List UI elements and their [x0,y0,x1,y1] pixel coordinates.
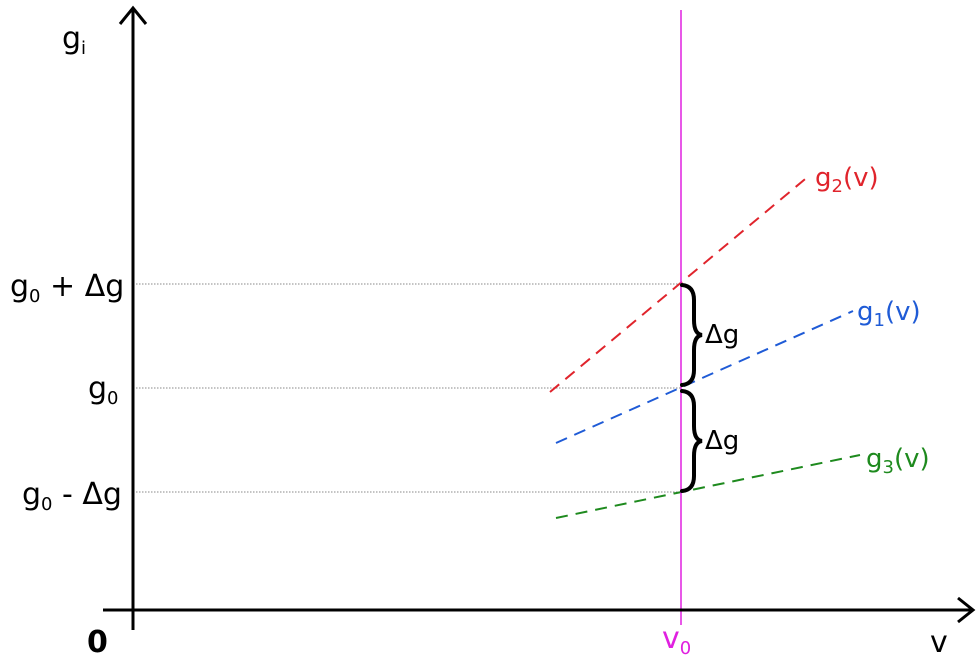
brace-upper-label: Δg [705,320,739,350]
x-axis-arrowhead [957,596,976,624]
y-tick-lower: g0 - Δg [22,477,122,515]
y-axis-label: gi [62,21,86,59]
brace-lower-label: Δg [705,426,739,456]
y-tick-middle: g0 [88,371,119,409]
y-axis-arrowhead [118,5,148,25]
brace-lower [680,389,703,493]
line-g3-label: g3(v) [866,444,930,478]
v0-label: v0 [662,621,691,659]
line-g3 [555,454,861,519]
origin-label: 0 [87,625,108,660]
y-tick-upper: g0 + Δg [10,269,124,307]
brace-upper [680,283,703,387]
line-g1-label: g1(v) [857,297,921,331]
x-axis-label: v [930,625,948,660]
line-g2 [549,174,811,393]
line-g2-label: g2(v) [815,163,879,197]
line-g1 [555,310,854,444]
